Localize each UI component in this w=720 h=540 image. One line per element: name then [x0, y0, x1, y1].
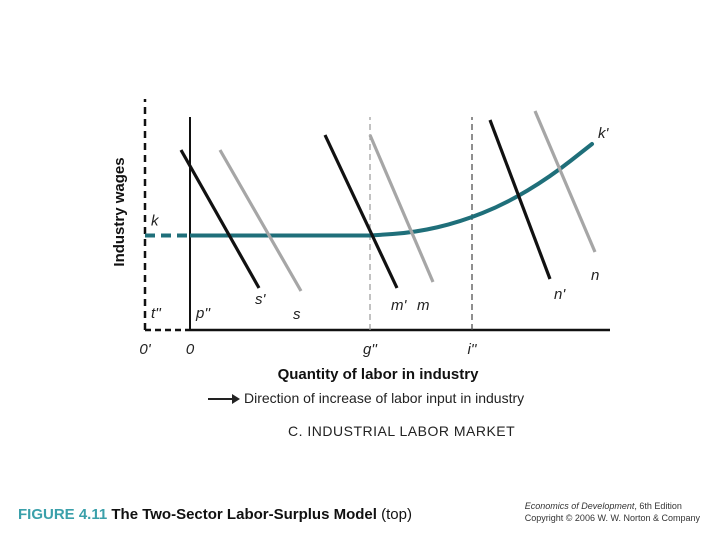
demand-curve-0 [179, 149, 261, 289]
x-tick-label-0: p'' [195, 305, 211, 322]
y-axis-title: Industry wages [111, 157, 128, 266]
figure-number: FIGURE 4.11 [18, 506, 108, 523]
figure-title: The Two-Sector Labor-Surplus Model [111, 506, 377, 523]
demand-curve-5 [533, 110, 597, 253]
t-label: t'' [151, 305, 162, 322]
copyright-line: Copyright © 2006 W. W. Norton & Company [524, 513, 700, 523]
demand-curve-label-5: n [591, 267, 599, 284]
direction-text: Direction of increase of labor input in … [244, 390, 525, 406]
publisher-credit: Economics of Development, 6th Edition Co… [525, 500, 700, 524]
demand-curve-4 [488, 119, 552, 280]
book-title: Economics of Development [524, 501, 635, 511]
x-tick-label-1: g'' [363, 341, 378, 358]
direction-note: Direction of increase of labor input in … [208, 390, 524, 406]
book-edition: , 6th Edition [634, 501, 682, 511]
demand-curve-3 [368, 134, 435, 283]
x-tick-label-2: i'' [467, 341, 477, 358]
right-arrow-icon [208, 394, 240, 405]
origin-shifted-label: 0' [139, 341, 151, 358]
supply-curve-label: k' [598, 125, 610, 142]
supply-curve-rising [368, 142, 594, 238]
demand-curve-label-4: n' [554, 286, 566, 303]
k-label: k [151, 213, 160, 230]
demand-curve-2 [323, 134, 399, 289]
origin-main-label: 0 [186, 341, 195, 358]
demand-curve-1 [218, 149, 303, 292]
x-axis-title: Quantity of labor in industry [278, 366, 479, 383]
demand-curve-label-0: s' [255, 291, 267, 308]
figure-qualifier: (top) [381, 506, 412, 523]
demand-curve-label-2: m' [391, 297, 407, 314]
figure-caption: FIGURE 4.11 The Two-Sector Labor-Surplus… [18, 506, 412, 523]
demand-curve-label-1: s [293, 306, 301, 323]
panel-title: C. INDUSTRIAL LABOR MARKET [288, 423, 516, 439]
demand-curve-label-3: m [417, 297, 430, 314]
